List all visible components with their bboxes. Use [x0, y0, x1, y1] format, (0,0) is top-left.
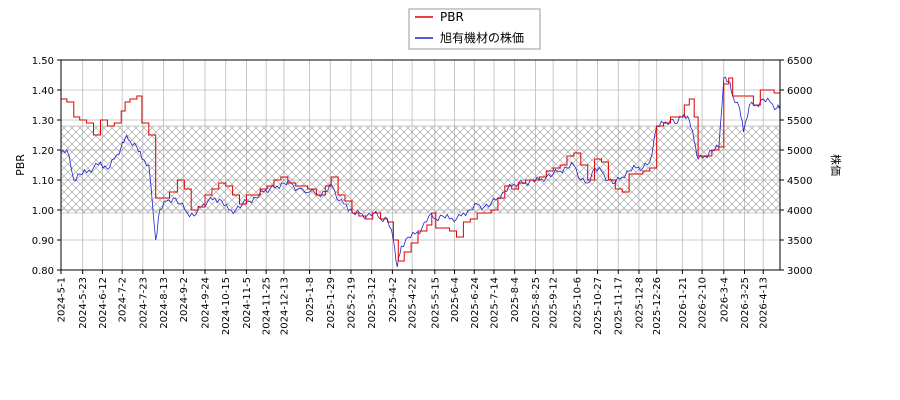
y-right-tick-label: 6500	[787, 56, 812, 67]
x-tick-label: 2025-6-4	[450, 277, 461, 322]
x-tick-label: 2025-12-8	[634, 277, 645, 329]
legend-label-pbr: PBR	[440, 10, 464, 24]
x-tick-label: 2025-8-25	[531, 277, 542, 329]
x-axis: 2024-5-1 2024-5-23 2024-6-12 2024-7-2 2024-7…	[57, 270, 770, 335]
y-right-tick-label: 6000	[787, 86, 812, 97]
x-tick-label: 2026-2-10	[698, 277, 709, 329]
y-left-tick-label: 0.80	[32, 266, 54, 277]
x-tick-label: 2024-9-24	[200, 277, 211, 329]
y-left-axis-title: PBR	[14, 154, 27, 176]
y-right-tick-label: 3000	[787, 266, 812, 277]
x-tick-label: 2025-4-22	[408, 277, 419, 329]
x-tick-label: 2024-6-12	[98, 277, 109, 329]
x-tick-label: 2025-12-26	[652, 277, 663, 335]
x-tick-label: 2026-4-13	[759, 277, 770, 329]
x-tick-label: 2025-3-12	[367, 277, 378, 329]
x-tick-label: 2024-5-1	[57, 277, 68, 322]
y-left-axis: 0.80 0.90 1.00 1.10 1.20 1.30 1.40 1.50	[32, 56, 61, 277]
x-tick-label: 2024-11-25	[262, 277, 273, 335]
x-tick-label: 2024-12-13	[279, 277, 290, 335]
legend: PBR 旭有機材の株価	[408, 8, 541, 50]
x-tick-label: 2025-1-29	[326, 277, 337, 329]
y-right-tick-label: 4500	[787, 176, 812, 187]
y-left-tick-label: 1.50	[32, 56, 54, 67]
x-tick-label: 2026-3-4	[719, 277, 730, 322]
x-tick-label: 2024-9-2	[179, 277, 190, 322]
pbr-series-line	[61, 77, 780, 262]
x-tick-label: 2024-10-15	[221, 277, 232, 335]
x-tick-label: 2024-5-23	[78, 277, 89, 329]
y-right-axis-title: 株価	[829, 154, 843, 176]
x-tick-label: 2025-5-15	[430, 277, 441, 329]
x-tick-label: 2024-7-23	[138, 277, 149, 329]
x-tick-label: 2025-7-14	[489, 277, 500, 329]
x-tick-label: 2024-7-2	[118, 277, 129, 322]
shaded-band	[60, 125, 781, 214]
x-tick-label: 2025-6-24	[470, 277, 481, 329]
x-tick-label: 2025-10-6	[572, 277, 583, 329]
y-right-tick-label: 5000	[787, 146, 812, 157]
y-right-axis: 3000 3500 4000 4500 5000 5500 6000 6500	[780, 56, 812, 277]
y-left-tick-label: 1.40	[32, 86, 54, 97]
y-left-tick-label: 1.00	[32, 206, 54, 217]
x-tick-label: 2025-9-12	[549, 277, 560, 329]
y-right-tick-label: 4000	[787, 206, 812, 217]
legend-label-price: 旭有機材の株価	[440, 30, 524, 45]
x-tick-label: 2024-11-5	[242, 277, 253, 329]
x-tick-label: 2025-10-27	[593, 277, 604, 335]
y-right-tick-label: 3500	[787, 236, 812, 247]
x-tick-label: 2025-4-2	[388, 277, 399, 322]
x-tick-label: 2025-1-8	[305, 277, 316, 322]
x-tick-label: 2025-8-4	[510, 277, 521, 322]
x-tick-label: 2024-8-13	[159, 277, 170, 329]
price-series-line	[61, 76, 780, 268]
legend-box	[408, 8, 541, 50]
y-left-tick-label: 1.10	[32, 176, 54, 187]
x-tick-label: 2025-11-17	[614, 277, 625, 335]
x-tick-label: 2025-2-19	[346, 277, 357, 329]
x-tick-label: 2026-1-21	[678, 277, 689, 329]
y-left-tick-label: 1.30	[32, 116, 54, 127]
y-right-tick-label: 5500	[787, 116, 812, 127]
y-left-tick-label: 1.20	[32, 146, 54, 157]
plot-frame	[60, 59, 781, 271]
y-left-tick-label: 0.90	[32, 236, 54, 247]
x-tick-label: 2026-3-25	[740, 277, 751, 329]
